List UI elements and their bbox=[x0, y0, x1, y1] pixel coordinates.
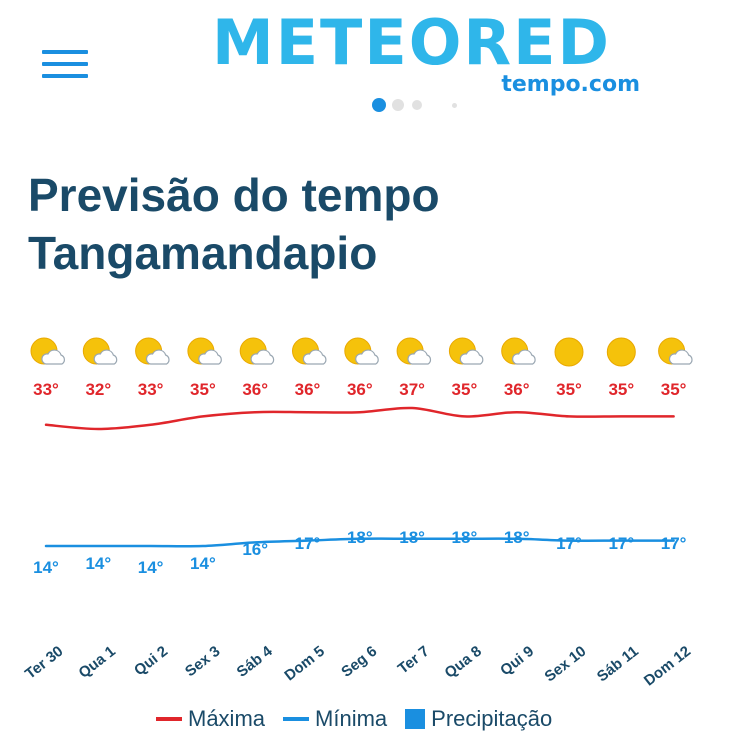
min-temp-label: 18° bbox=[399, 528, 425, 547]
day-label: Ter 7 bbox=[395, 643, 433, 678]
min-temp-label: 14° bbox=[138, 558, 164, 577]
sun-cloud-icon bbox=[448, 337, 484, 365]
min-temp-label: 17° bbox=[608, 534, 634, 553]
min-temp-label: 18° bbox=[452, 528, 478, 547]
sun-cloud-icon bbox=[187, 337, 222, 365]
page-title-line1: Previsão do tempo bbox=[28, 169, 440, 221]
day-label: Qua 8 bbox=[442, 643, 485, 682]
sun-cloud-icon bbox=[82, 337, 118, 365]
menu-icon[interactable] bbox=[42, 48, 88, 80]
max-temp-label: 35° bbox=[190, 380, 216, 399]
min-temp-line bbox=[44, 537, 675, 548]
day-label: Seg 6 bbox=[338, 643, 380, 681]
day-label: Dom 12 bbox=[641, 643, 694, 690]
page-title-location: Tangamandapio bbox=[28, 227, 378, 279]
day-label: Dom 5 bbox=[281, 643, 328, 685]
min-temp-label: 18° bbox=[504, 528, 530, 547]
day-label: Sex 3 bbox=[182, 643, 223, 681]
logo-text: METEORED bbox=[212, 6, 611, 79]
legend-label: Máxima bbox=[188, 706, 266, 731]
carousel-dot[interactable] bbox=[412, 100, 422, 110]
min-temp-label: 14° bbox=[190, 554, 216, 573]
meteored-logo[interactable]: METEORED tempo.com bbox=[212, 8, 652, 103]
menu-bar bbox=[42, 62, 88, 66]
max-temp-label: 35° bbox=[608, 380, 634, 399]
legend-swatch bbox=[405, 709, 426, 729]
sun-cloud-icon bbox=[344, 337, 379, 365]
min-temp-label: 14° bbox=[85, 554, 111, 573]
legend-item[interactable]: Mínima bbox=[283, 706, 387, 732]
min-temp-label: 17° bbox=[556, 534, 582, 553]
carousel-dot[interactable] bbox=[452, 102, 457, 108]
sun-cloud-icon bbox=[292, 337, 327, 365]
sun-cloud-icon bbox=[30, 337, 65, 365]
min-temp-label: 18° bbox=[347, 528, 373, 547]
forecast-chart: 33° 32° 33° 35° 36° 36° 36° 37° 35° 36° 35° 35° 35° 1… bbox=[22, 337, 694, 690]
max-temp-label: 36° bbox=[295, 380, 321, 399]
max-temp-label: 36° bbox=[242, 380, 268, 399]
day-label: Sex 10 bbox=[542, 643, 590, 686]
legend-swatch bbox=[156, 717, 182, 721]
min-temp-label: 14° bbox=[33, 558, 59, 577]
day-label: Qui 9 bbox=[497, 643, 537, 679]
legend-item[interactable]: Máxima bbox=[156, 706, 265, 732]
max-temp-label: 35° bbox=[556, 380, 582, 399]
menu-bar bbox=[42, 50, 88, 54]
max-temp-label: 35° bbox=[452, 380, 478, 399]
day-label: Sáb 11 bbox=[594, 643, 642, 686]
sun-cloud-icon bbox=[396, 337, 432, 365]
menu-bar bbox=[42, 74, 88, 78]
carousel-dot[interactable] bbox=[392, 99, 404, 111]
sun-cloud-icon bbox=[135, 337, 170, 365]
max-temp-label: 33° bbox=[138, 380, 164, 399]
max-temp-label: 33° bbox=[33, 380, 59, 399]
min-temp-label: 16° bbox=[242, 540, 268, 559]
day-label: Sáb 4 bbox=[234, 642, 277, 680]
page-title: Previsão do tempo Tangamandapio bbox=[28, 166, 440, 282]
sun-icon bbox=[606, 337, 636, 367]
max-temp-label: 37° bbox=[399, 380, 425, 399]
max-temp-label: 36° bbox=[347, 380, 373, 399]
day-label: Qua 1 bbox=[75, 643, 118, 682]
carousel-dot[interactable] bbox=[372, 98, 386, 112]
legend-item[interactable]: Precipitação bbox=[405, 706, 552, 732]
logo-subtitle: tempo.com bbox=[501, 72, 640, 97]
sun-cloud-icon bbox=[501, 337, 536, 365]
max-temp-label: 32° bbox=[85, 380, 111, 399]
sun-cloud-icon bbox=[239, 337, 275, 365]
sun-cloud-icon bbox=[658, 337, 693, 365]
day-label: Qui 2 bbox=[131, 643, 171, 679]
min-temp-label: 17° bbox=[295, 534, 321, 553]
chart-legend: Máxima Mínima Precipitação bbox=[156, 704, 570, 734]
legend-label: Precipitação bbox=[431, 706, 553, 731]
day-label: Ter 30 bbox=[22, 643, 66, 683]
min-temp-label: 17° bbox=[661, 534, 687, 553]
legend-label: Mínima bbox=[315, 706, 388, 731]
max-temp-label: 35° bbox=[661, 380, 687, 399]
sun-icon bbox=[554, 337, 584, 367]
carousel-dots[interactable] bbox=[372, 98, 462, 112]
max-temp-label: 36° bbox=[504, 380, 530, 399]
legend-swatch bbox=[283, 717, 310, 721]
max-temp-line bbox=[44, 406, 675, 431]
